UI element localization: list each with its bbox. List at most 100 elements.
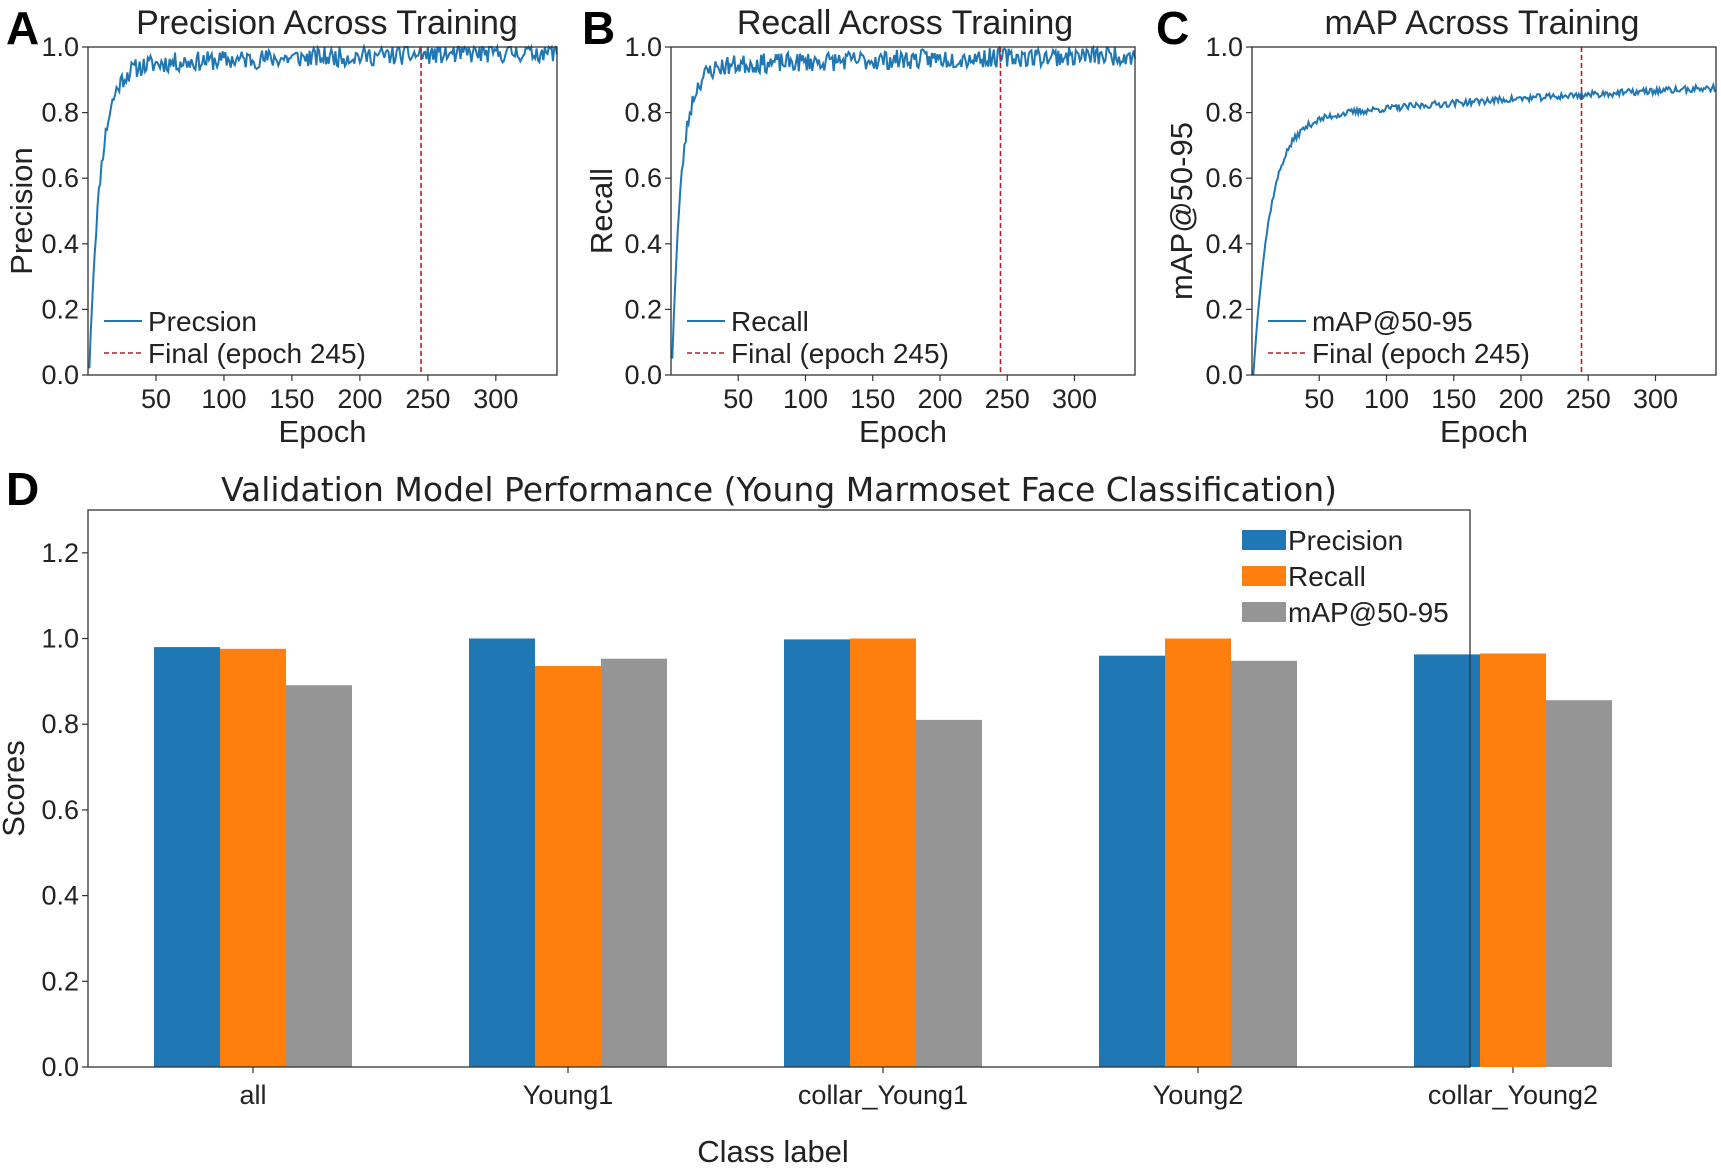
bar-map-50-95 <box>916 719 982 1067</box>
y-tick-label: 0.4 <box>624 229 662 259</box>
legend-label: mAP@50-95 <box>1312 306 1473 337</box>
y-tick-label: 0.6 <box>41 795 79 825</box>
legend-label: Recall <box>1288 561 1366 592</box>
y-tick-label: 0.0 <box>624 360 662 390</box>
x-tick-label: collar_Young1 <box>798 1080 968 1110</box>
bar-map-50-95 <box>286 685 352 1067</box>
x-tick-label: 200 <box>1498 384 1543 414</box>
y-axis-label: Precision <box>4 147 39 275</box>
legend-swatch <box>1242 566 1286 586</box>
x-tick-label: 300 <box>1052 384 1097 414</box>
series-line <box>671 44 1136 359</box>
bar-precision <box>469 638 535 1067</box>
x-tick-label: collar_Young2 <box>1428 1080 1598 1110</box>
y-tick-label: 0.0 <box>41 360 79 390</box>
chart-title: Recall Across Training <box>737 4 1073 42</box>
x-tick-label: 250 <box>1566 384 1611 414</box>
bar-precision <box>1414 654 1480 1067</box>
bar-recall <box>1480 653 1546 1067</box>
x-tick-label: 100 <box>1364 384 1409 414</box>
bar-map-50-95 <box>1546 700 1612 1067</box>
legend-label: Precision <box>1288 525 1403 556</box>
legend-label: Recall <box>731 306 809 337</box>
x-tick-label: 300 <box>473 384 518 414</box>
x-tick-label: 100 <box>201 384 246 414</box>
panel-a: A Precision Across Training 0.0 0.2 0.4 0.6 0.… <box>4 2 558 449</box>
bar-recall <box>1165 638 1231 1067</box>
y-tick-label: 0.6 <box>624 163 662 193</box>
y-tick-label: 1.2 <box>41 538 79 568</box>
x-tick-label: 150 <box>1431 384 1476 414</box>
legend-label: Final (epoch 245) <box>148 338 366 369</box>
bar-precision <box>784 639 850 1067</box>
x-axis-label: Epoch <box>279 414 367 449</box>
x-axis-label: Class label <box>697 1134 849 1168</box>
x-axis-label: Epoch <box>1440 414 1528 449</box>
y-tick-label: 1.0 <box>41 624 79 654</box>
x-tick-label: 150 <box>269 384 314 414</box>
y-tick-label: 0.2 <box>41 966 79 996</box>
panel-letter: B <box>582 2 615 54</box>
x-tick-label: 50 <box>141 384 171 414</box>
x-tick-label: 300 <box>1633 384 1678 414</box>
x-axis-label: Epoch <box>859 414 947 449</box>
legend-label: Precsion <box>148 306 257 337</box>
x-tick-label: 200 <box>917 384 962 414</box>
bar-recall <box>535 666 601 1067</box>
plot-frame <box>87 46 558 376</box>
panel-letter: A <box>6 2 39 54</box>
x-tick-label: 250 <box>405 384 450 414</box>
chart-title: Precision Across Training <box>136 4 518 42</box>
y-tick-label: 1.0 <box>41 32 79 62</box>
bar-precision <box>154 647 220 1067</box>
y-tick-label: 0.6 <box>41 163 79 193</box>
x-tick-label: all <box>239 1080 266 1110</box>
y-tick-label: 0.8 <box>624 98 662 128</box>
x-tick-label: 50 <box>1304 384 1334 414</box>
y-tick-label: 0.8 <box>41 709 79 739</box>
y-tick-label: 0.4 <box>41 229 79 259</box>
plot-frame <box>670 46 1136 376</box>
y-axis-label: mAP@50-95 <box>1164 122 1199 300</box>
chart-title: Validation Model Performance (Young Marm… <box>221 470 1337 509</box>
y-tick-label: 0.8 <box>41 98 79 128</box>
legend-swatch <box>1242 530 1286 550</box>
plot-frame <box>1251 46 1717 376</box>
y-tick-label: 0.8 <box>1205 98 1243 128</box>
y-tick-label: 0.4 <box>41 881 79 911</box>
panel-letter: C <box>1156 2 1189 54</box>
y-tick-label: 0.0 <box>1205 360 1243 390</box>
legend-label: Final (epoch 245) <box>1312 338 1530 369</box>
x-tick-label: 250 <box>985 384 1030 414</box>
legend-label: Final (epoch 245) <box>731 338 949 369</box>
bar-recall <box>220 648 286 1067</box>
x-tick-label: 200 <box>337 384 382 414</box>
x-tick-label: 50 <box>723 384 753 414</box>
bar-map-50-95 <box>601 658 667 1067</box>
panel-letter: D <box>6 463 39 515</box>
legend-label: mAP@50-95 <box>1288 597 1449 628</box>
y-tick-label: 1.0 <box>1205 32 1243 62</box>
y-axis-label: Recall <box>584 168 619 254</box>
bar-precision <box>1099 655 1165 1067</box>
bar-recall <box>850 638 916 1067</box>
panel-d: D Validation Model Performance (Young Mar… <box>0 463 1612 1168</box>
y-tick-label: 0.6 <box>1205 163 1243 193</box>
y-tick-label: 1.0 <box>624 32 662 62</box>
x-tick-label: 100 <box>783 384 828 414</box>
chart-title: mAP Across Training <box>1325 4 1640 42</box>
series-line <box>88 43 558 369</box>
bar-map-50-95 <box>1231 660 1297 1067</box>
x-tick-label: Young2 <box>1153 1080 1244 1110</box>
y-axis-label: Scores <box>0 740 31 836</box>
x-tick-label: 150 <box>850 384 895 414</box>
plot-frame <box>87 509 1471 1068</box>
panel-b: B Recall Across Training 0.0 0.2 0.4 0.6 0.8 1.… <box>582 2 1136 449</box>
y-tick-label: 0.2 <box>1205 294 1243 324</box>
series-line <box>1252 81 1716 376</box>
x-tick-label: Young1 <box>523 1080 614 1110</box>
y-tick-label: 0.4 <box>1205 229 1243 259</box>
legend-swatch <box>1242 602 1286 622</box>
